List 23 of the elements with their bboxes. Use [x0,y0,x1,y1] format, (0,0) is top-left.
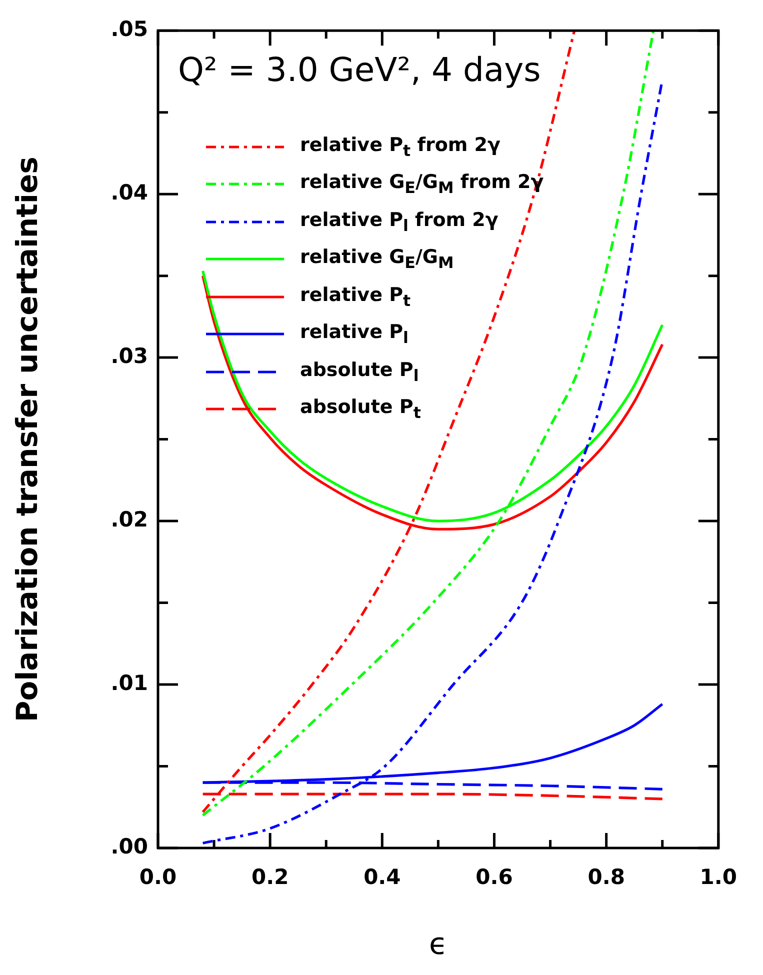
x-tick-label: 0.6 [476,865,513,890]
y-tick-label: .00 [110,834,148,858]
y-tick-label: .01 [110,670,148,695]
legend-label: absolute P$_{t}$ [300,396,421,422]
y-tick-label: .03 [110,344,148,368]
legend-label: relative P$_{t}$ from 2γ [300,134,500,160]
x-tick-label: 0.4 [364,865,401,890]
x-axis-title: ϵ [428,926,448,962]
text: Q² = 3.0 GeV², 4 days [178,50,541,89]
y-axis-title: Polarization transfer uncertainties [10,156,44,722]
x-tick-label: 1.0 [700,865,737,890]
legend-label: relative P$_{l}$ [300,321,408,348]
legend-label: relative G$_{E}$/G$_{M}$ from 2γ [300,171,544,198]
y-tick-label: .05 [110,17,148,42]
x-tick-label: 0.8 [588,865,625,890]
legend-label: relative G$_{E}$/G$_{M}$ [300,246,454,272]
legend-label: absolute P$_{l}$ [300,358,419,385]
y-tick-label: .02 [110,507,148,532]
y-tick-label: .04 [110,180,148,205]
x-tick-label: 0.2 [251,865,289,890]
x-tick-label: 0.0 [139,865,177,890]
legend-label: relative P$_{l}$ from 2γ [300,208,498,235]
legend-label: relative P$_{t}$ [300,284,411,310]
